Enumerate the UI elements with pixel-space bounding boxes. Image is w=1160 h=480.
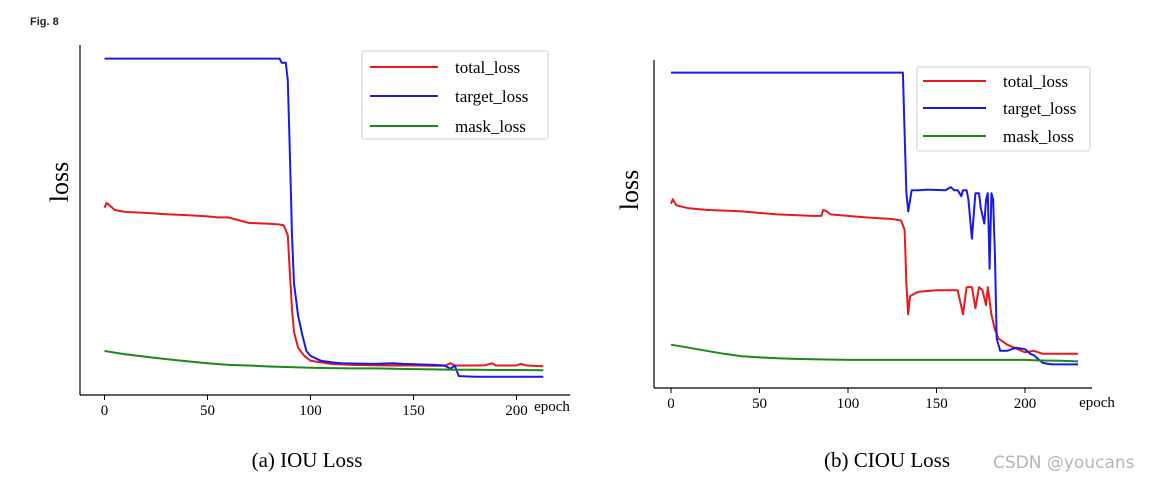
- figure-label: Fig. 8: [30, 16, 59, 28]
- legend: total_loss target_loss mask_loss: [916, 66, 1091, 152]
- series-line-total-loss: [670, 198, 1079, 355]
- legend-box: [361, 50, 549, 140]
- x-tick-label: 0: [101, 403, 109, 419]
- x-axis-label: epoch: [534, 399, 570, 415]
- series-line-total-loss: [103, 201, 544, 368]
- legend-label: total_loss: [1003, 72, 1068, 91]
- series-line-target-loss: [104, 57, 544, 378]
- legend-label: mask_loss: [1003, 127, 1074, 146]
- x-tick-label: 150: [402, 403, 425, 419]
- legend: total_loss target_loss mask_loss: [361, 50, 549, 140]
- x-axis-label: epoch: [1079, 395, 1115, 411]
- y-axis-label: loss: [615, 170, 644, 210]
- series-line-target-loss: [671, 71, 1079, 366]
- chart-caption: (b) CIOU Loss: [824, 448, 950, 472]
- legend-label: target_loss: [1003, 99, 1076, 118]
- x-tick-label: 200: [505, 403, 528, 419]
- legend-label: mask_loss: [455, 117, 526, 136]
- legend-box: [916, 66, 1091, 152]
- x-tick-label: 0: [667, 396, 675, 412]
- legend-label: total_loss: [455, 58, 520, 77]
- x-tick-label: 50: [200, 403, 215, 419]
- series-line-mask-loss: [104, 350, 544, 372]
- chart-caption: (a) IOU Loss: [252, 448, 363, 472]
- x-tick-label: 150: [925, 396, 948, 412]
- y-axis-label: loss: [45, 162, 74, 202]
- series-line-mask-loss: [670, 343, 1079, 363]
- x-tick-label: 200: [1014, 396, 1037, 412]
- watermark: CSDN @youcans: [993, 453, 1135, 473]
- chart-iou-loss: 0 50 100 150 200 epoch loss total_loss target_lo…: [45, 45, 570, 472]
- x-tick-label: 100: [837, 396, 860, 412]
- legend-label: target_loss: [455, 87, 528, 106]
- chart-ciou-loss: 0 50 100 150 200 epoch loss total_loss target_lo…: [615, 60, 1115, 472]
- x-tick-label: 100: [299, 403, 322, 419]
- x-tick-label: 50: [752, 396, 767, 412]
